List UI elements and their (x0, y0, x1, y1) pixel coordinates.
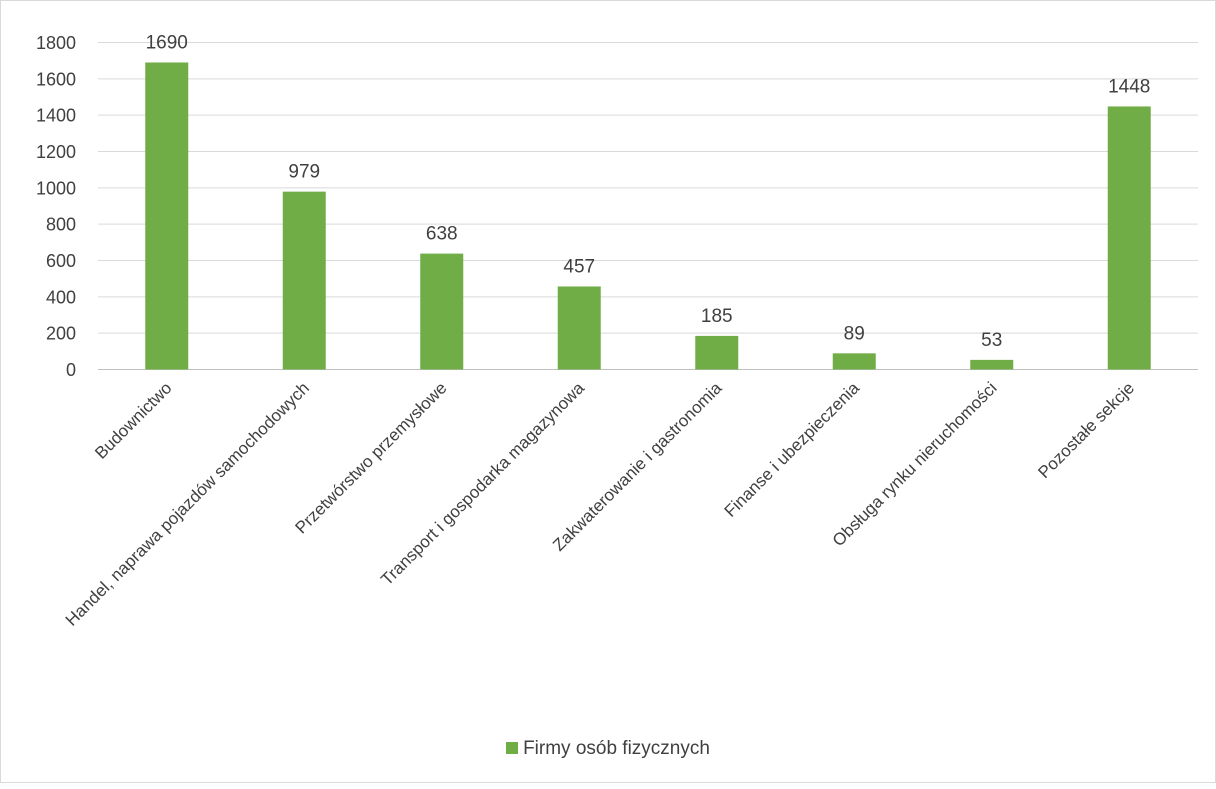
y-tick-label: 1600 (36, 69, 76, 89)
bar (420, 253, 464, 370)
y-tick-label: 400 (46, 287, 76, 307)
bar (557, 286, 601, 370)
y-tick-label: 0 (66, 360, 76, 380)
bar (695, 335, 739, 370)
bar (145, 62, 189, 370)
data-label: 979 (288, 162, 320, 183)
data-label: 53 (981, 330, 1002, 351)
y-tick-label: 800 (46, 215, 76, 235)
bar (282, 191, 326, 370)
bar (1107, 106, 1151, 370)
x-tick-label: Przetwórstwo przemysłowe (292, 378, 451, 537)
data-label: 89 (844, 323, 865, 344)
data-label: 1448 (1108, 76, 1150, 97)
x-tick-label: Obsługa rynku nieruchomości (829, 378, 1001, 550)
x-tick-label: Budownictwo (91, 378, 175, 462)
x-tick-label: Finanse i ubezpieczenia (721, 378, 864, 521)
y-tick-label: 1800 (36, 33, 76, 53)
x-tick-label: Handel, naprawa pojazdów samochodowych (62, 378, 313, 629)
y-tick-label: 1200 (36, 142, 76, 162)
bar (970, 359, 1014, 370)
legend-swatch (506, 742, 519, 754)
data-label: 185 (701, 306, 733, 327)
y-tick-label: 600 (46, 251, 76, 271)
x-tick-label: Pozostałe sekcje (1034, 378, 1138, 482)
legend: Firmy osób fizycznych (0, 738, 1216, 760)
legend-label: Firmy osób fizycznych (523, 738, 710, 759)
y-tick-label: 200 (46, 324, 76, 344)
x-tick-label: Zakwaterowanie i gastronomia (549, 378, 726, 555)
bar (832, 353, 876, 370)
data-label: 1690 (146, 32, 188, 53)
y-tick-label: 1400 (36, 106, 76, 126)
y-tick-label: 1000 (36, 178, 76, 198)
data-label: 638 (426, 224, 458, 245)
data-label: 457 (563, 256, 595, 277)
